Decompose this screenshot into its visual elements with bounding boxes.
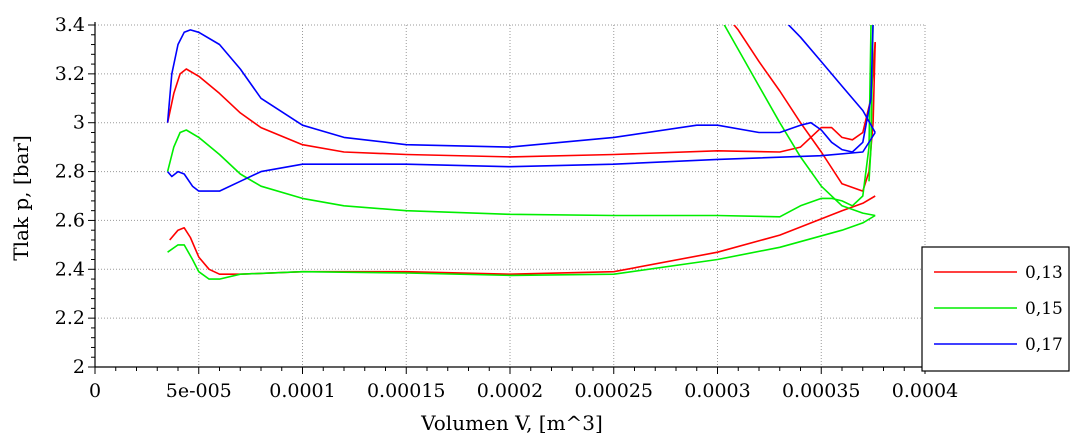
series-line-0-17 bbox=[166, 132, 876, 192]
x-tick-label: 0.00035 bbox=[782, 380, 861, 402]
x-tick-label: 0.0004 bbox=[892, 380, 958, 402]
series-line-0-17 bbox=[166, 25, 874, 153]
tick-labels: 0 5e-005 0.0001 0.00015 0.0002 0.00025 0.0003 0… bbox=[55, 14, 958, 402]
x-tick-label: 0 bbox=[89, 380, 101, 402]
x-tick-label: 0.00015 bbox=[367, 380, 446, 402]
series-line-0-17 bbox=[787, 25, 876, 133]
legend-label-0-17: 0,17 bbox=[1025, 335, 1063, 355]
gridlines bbox=[95, 24, 926, 367]
tick-marks bbox=[88, 24, 926, 374]
legend: 0,13 0,15 0,17 bbox=[921, 246, 1070, 372]
x-tick-label: 0.0001 bbox=[269, 380, 335, 402]
x-tick-label: 0.0003 bbox=[684, 380, 750, 402]
y-tick-label: 2.2 bbox=[55, 307, 85, 329]
y-tick-label: 2.4 bbox=[55, 258, 85, 280]
series-line-0-13 bbox=[166, 42, 876, 158]
series-line-0-15 bbox=[167, 214, 876, 280]
legend-box bbox=[921, 246, 1070, 372]
x-tick-label: 0.00025 bbox=[574, 380, 653, 402]
y-tick-label: 3.2 bbox=[55, 63, 85, 85]
series-line-0-15 bbox=[166, 25, 872, 218]
series-lines bbox=[166, 25, 876, 280]
y-tick-label: 3 bbox=[73, 112, 85, 134]
y-tick-label: 2 bbox=[73, 356, 85, 378]
x-tick-label: 5e-005 bbox=[166, 380, 232, 402]
legend-label-0-15: 0,15 bbox=[1025, 299, 1063, 319]
y-axis-title: Tlak p, [bar] bbox=[9, 135, 33, 261]
y-tick-label: 2.8 bbox=[55, 161, 85, 183]
legend-label-0-13: 0,13 bbox=[1025, 263, 1063, 283]
y-tick-label: 2.6 bbox=[55, 209, 85, 231]
x-axis-title: Volumen V, [m^3] bbox=[420, 411, 603, 435]
x-tick-label: 0.0002 bbox=[477, 380, 543, 402]
y-tick-label: 3.4 bbox=[55, 14, 85, 36]
